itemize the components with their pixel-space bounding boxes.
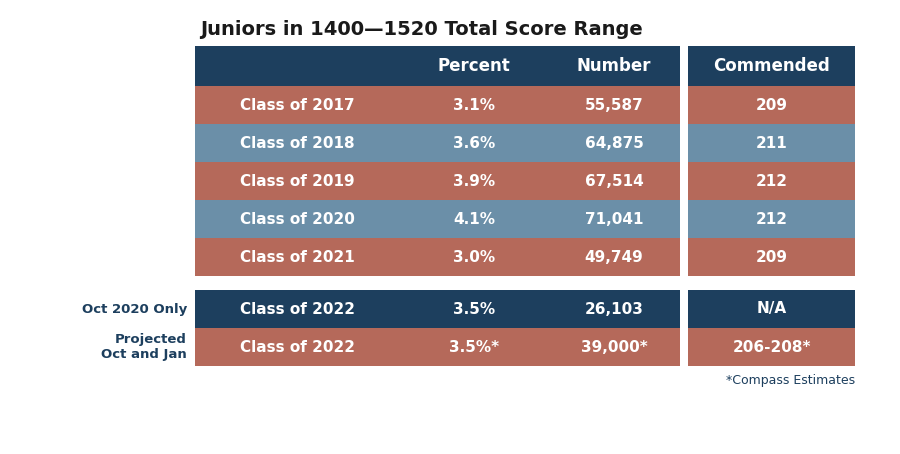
Text: Projected
Oct and Jan: Projected Oct and Jan xyxy=(101,333,187,361)
Text: 3.5%*: 3.5%* xyxy=(449,340,500,355)
Bar xyxy=(195,290,680,328)
Text: 212: 212 xyxy=(755,173,788,188)
Bar xyxy=(195,46,680,86)
Text: Number: Number xyxy=(577,57,652,75)
Text: 212: 212 xyxy=(755,212,788,227)
Bar xyxy=(195,86,680,124)
Text: 55,587: 55,587 xyxy=(585,98,644,113)
Text: 67,514: 67,514 xyxy=(585,173,644,188)
Text: 26,103: 26,103 xyxy=(585,301,644,316)
Text: 3.5%: 3.5% xyxy=(453,301,495,316)
Text: Class of 2022: Class of 2022 xyxy=(240,340,355,355)
Bar xyxy=(195,200,680,238)
Bar xyxy=(688,46,855,86)
Text: 211: 211 xyxy=(756,135,788,150)
Text: 3.0%: 3.0% xyxy=(453,250,495,265)
Text: 3.9%: 3.9% xyxy=(453,173,495,188)
Bar xyxy=(195,328,680,366)
Bar xyxy=(688,238,855,276)
Bar xyxy=(195,124,680,162)
Text: Class of 2021: Class of 2021 xyxy=(240,250,355,265)
Text: 39,000*: 39,000* xyxy=(580,340,647,355)
Text: 206-208*: 206-208* xyxy=(733,340,811,355)
Bar xyxy=(688,328,855,366)
Text: Class of 2018: Class of 2018 xyxy=(240,135,355,150)
Text: Class of 2017: Class of 2017 xyxy=(240,98,355,113)
Text: Juniors in 1400—1520 Total Score Range: Juniors in 1400—1520 Total Score Range xyxy=(200,20,643,39)
Text: 3.6%: 3.6% xyxy=(453,135,495,150)
Text: Oct 2020 Only: Oct 2020 Only xyxy=(82,302,187,316)
Bar xyxy=(688,162,855,200)
Text: 49,749: 49,749 xyxy=(585,250,644,265)
Bar xyxy=(195,238,680,276)
Bar xyxy=(195,162,680,200)
Text: Commended: Commended xyxy=(713,57,830,75)
Text: Percent: Percent xyxy=(437,57,510,75)
Text: *Compass Estimates: *Compass Estimates xyxy=(726,374,855,387)
Bar xyxy=(688,124,855,162)
Text: Class of 2022: Class of 2022 xyxy=(240,301,355,316)
Text: Class of 2019: Class of 2019 xyxy=(240,173,355,188)
Text: 4.1%: 4.1% xyxy=(453,212,495,227)
Bar xyxy=(688,200,855,238)
Text: 209: 209 xyxy=(755,98,788,113)
Text: 209: 209 xyxy=(755,250,788,265)
Text: 64,875: 64,875 xyxy=(585,135,644,150)
Bar xyxy=(688,290,855,328)
Text: Class of 2020: Class of 2020 xyxy=(240,212,355,227)
Text: 3.1%: 3.1% xyxy=(453,98,495,113)
Text: 71,041: 71,041 xyxy=(585,212,644,227)
Bar xyxy=(688,86,855,124)
Text: N/A: N/A xyxy=(756,301,787,316)
